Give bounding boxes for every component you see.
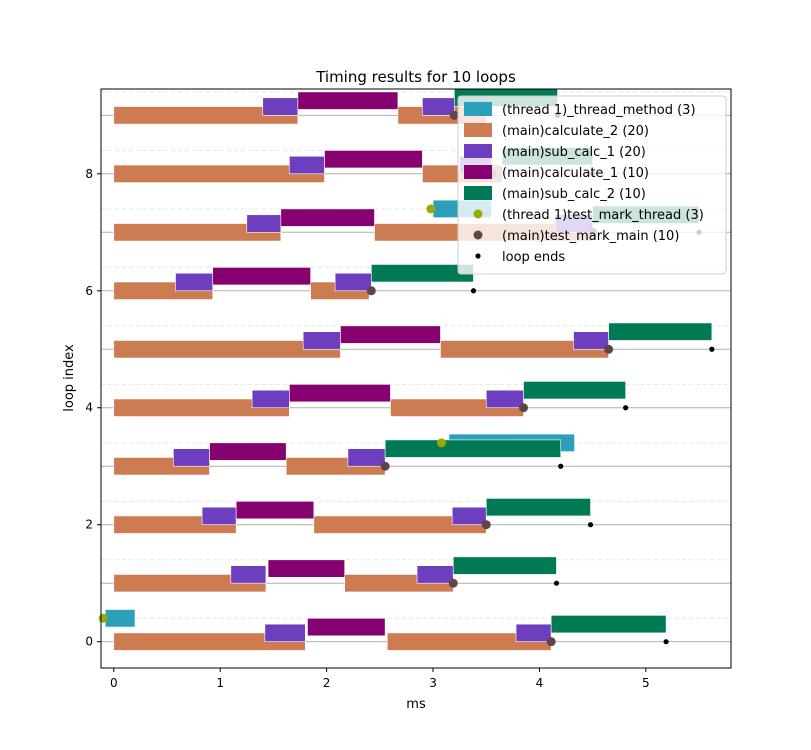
series-4-bar-5 bbox=[608, 322, 713, 341]
series-4-bar-0 bbox=[550, 615, 667, 634]
y-tick-label-0: 0 bbox=[85, 635, 93, 649]
series-3-bar-8 bbox=[324, 150, 423, 169]
series-7-dot-2 bbox=[587, 522, 594, 528]
series-6-marker-9 bbox=[449, 110, 459, 120]
series-7-dot-1 bbox=[553, 580, 560, 586]
series-5-marker-0 bbox=[98, 613, 108, 623]
series-7-dot-4 bbox=[623, 405, 629, 411]
x-tick-label-2: 2 bbox=[323, 676, 331, 690]
legend-label-1: (main)calculate_2 (20) bbox=[502, 124, 649, 139]
series-4-bar-4 bbox=[523, 381, 626, 400]
series-3-bar-1 bbox=[267, 559, 345, 578]
legend-swatch-3 bbox=[464, 165, 492, 179]
series-7-dot-6 bbox=[470, 288, 477, 294]
series-3-bar-2 bbox=[235, 501, 315, 520]
x-axis-label: ms bbox=[406, 697, 426, 712]
series-2-bar-13 bbox=[334, 272, 372, 292]
y-tick-label-2: 4 bbox=[85, 401, 93, 415]
legend-swatch-5 bbox=[473, 209, 483, 219]
series-2-bar-6 bbox=[173, 448, 210, 467]
legend-box bbox=[457, 95, 727, 275]
series-2-bar-14 bbox=[246, 214, 282, 233]
legend-label-7: loop ends bbox=[502, 250, 565, 265]
series-2-bar-11 bbox=[573, 331, 609, 350]
x-tick-label-1: 1 bbox=[216, 676, 224, 690]
series-7-dot-5 bbox=[709, 346, 715, 352]
series-2-bar-3 bbox=[416, 565, 454, 584]
series-3-bar-4 bbox=[289, 384, 391, 403]
series-5-marker-2 bbox=[426, 204, 436, 214]
legend-swatch-0 bbox=[464, 102, 492, 116]
x-axis: 0 1 2 3 4 5 bbox=[110, 668, 650, 690]
y-tick-label-3: 6 bbox=[85, 284, 93, 298]
chart-title: Timing results for 10 loops bbox=[315, 68, 516, 86]
series-2-bar-8 bbox=[251, 389, 290, 409]
legend-label-6: (main)test_mark_main (10) bbox=[502, 229, 679, 244]
series-5-marker-1 bbox=[437, 438, 447, 448]
series-6-marker-3 bbox=[380, 461, 390, 471]
series-0-bar-0 bbox=[104, 609, 136, 628]
series-3-bar-9 bbox=[297, 91, 399, 110]
y-axis-label: loop index bbox=[62, 344, 77, 412]
series-6-marker-2 bbox=[481, 520, 491, 530]
y-axis: 0 2 4 6 8 bbox=[85, 167, 101, 649]
series-3-bar-6 bbox=[212, 267, 311, 286]
legend-label-2: (main)sub_calc_1 (20) bbox=[502, 145, 646, 160]
x-tick-label-5: 5 bbox=[642, 676, 650, 690]
legend-label-4: (main)sub_calc_2 (10) bbox=[502, 187, 646, 202]
series-7-dot-0 bbox=[663, 639, 669, 645]
plot-area bbox=[98, 88, 715, 651]
series-4-bar-1 bbox=[452, 556, 557, 575]
legend-swatch-2 bbox=[464, 144, 492, 158]
series-3-bar-7 bbox=[280, 208, 375, 227]
series-6-marker-4 bbox=[518, 403, 528, 413]
series-2-bar-10 bbox=[302, 331, 341, 350]
legend-label-0: (thread 1)_thread_method (3) bbox=[502, 103, 696, 118]
series-2-bar-18 bbox=[262, 97, 299, 116]
series-6-marker-5 bbox=[604, 344, 614, 354]
series-7-dot-3 bbox=[558, 463, 564, 469]
series-2-bar-7 bbox=[347, 448, 386, 467]
series-2-bar-9 bbox=[485, 389, 524, 409]
x-tick-label-0: 0 bbox=[110, 676, 118, 690]
series-3-bar-3 bbox=[209, 442, 287, 461]
legend: (thread 1)_thread_method (3) (main)calcul… bbox=[457, 95, 727, 275]
series-2-bar-2 bbox=[230, 565, 267, 584]
x-tick-label-3: 3 bbox=[429, 676, 437, 690]
series-3-bar-5 bbox=[340, 325, 441, 344]
legend-swatch-1 bbox=[464, 123, 492, 137]
series-3-bar-0 bbox=[307, 617, 386, 637]
legend-label-5: (thread 1)test_mark_thread (3) bbox=[502, 208, 704, 223]
series-2-bar-4 bbox=[201, 506, 237, 526]
series-2-bar-0 bbox=[264, 623, 306, 642]
series-2-bar-12 bbox=[175, 272, 214, 292]
legend-label-3: (main)calculate_1 (10) bbox=[502, 166, 649, 181]
series-2-bar-1 bbox=[515, 623, 552, 642]
legend-swatch-7 bbox=[475, 253, 481, 259]
series-3 bbox=[209, 91, 441, 637]
series-2-bar-5 bbox=[451, 506, 487, 526]
series-2-bar-19 bbox=[422, 97, 455, 116]
legend-swatch-4 bbox=[464, 186, 492, 200]
axes-frame bbox=[100, 88, 732, 669]
legend-swatch-6 bbox=[473, 230, 483, 240]
y-tick-label-4: 8 bbox=[85, 167, 93, 181]
x-tick-label-4: 4 bbox=[536, 676, 544, 690]
series-2-bar-16 bbox=[289, 155, 325, 175]
series-6-marker-0 bbox=[546, 637, 556, 647]
series-4-bar-3 bbox=[384, 439, 562, 458]
series-4-bar-2 bbox=[485, 498, 591, 517]
series-6-marker-1 bbox=[448, 578, 458, 588]
series-6-marker-6 bbox=[366, 286, 376, 296]
y-tick-label-1: 2 bbox=[85, 518, 93, 532]
